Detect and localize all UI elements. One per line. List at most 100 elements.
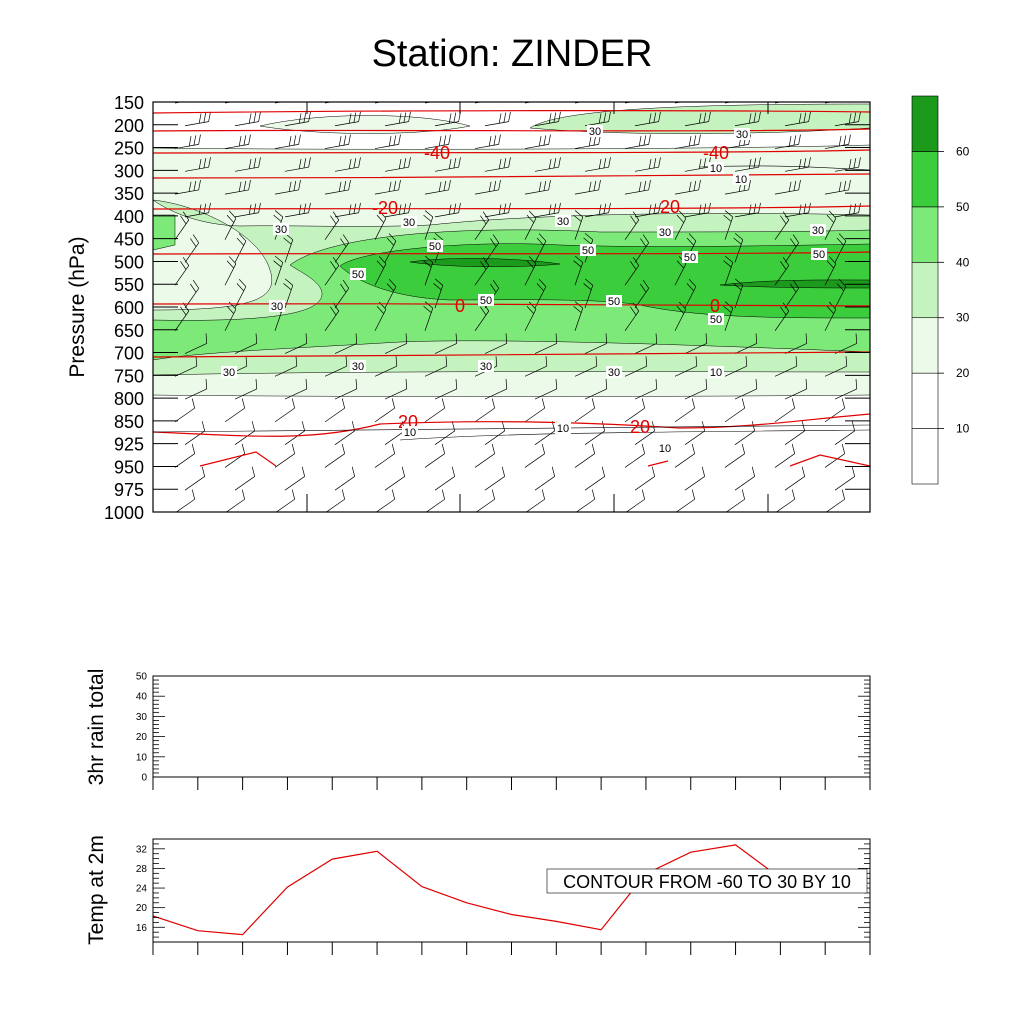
wind-barb xyxy=(234,378,258,400)
wind-barb xyxy=(724,398,745,423)
wind-barb-flag xyxy=(826,306,834,314)
wind-barb-flag xyxy=(909,112,911,122)
wind-speed-colorbar: 10 20 30 40 50 60 xyxy=(911,95,970,485)
wind-contour-label: 10 xyxy=(557,423,569,435)
wind-contour-label-bg xyxy=(587,125,603,137)
wind-barb-flag xyxy=(408,202,411,213)
wind-barbs xyxy=(174,89,911,513)
wind-barb-flag xyxy=(393,135,397,146)
wind-barb-staff xyxy=(334,343,357,354)
wind-barb-staff xyxy=(524,365,547,377)
pressure-tick-label: 250 xyxy=(114,139,144,159)
wind-barb xyxy=(524,210,537,240)
wind-barb-flag xyxy=(358,111,361,122)
wind-barb-flag xyxy=(748,158,752,169)
wind-barb-flag xyxy=(526,214,534,223)
wind-barb xyxy=(724,443,745,468)
wind-barb xyxy=(875,490,895,513)
wind-barb xyxy=(624,102,633,104)
wind-barb-flag xyxy=(549,89,551,99)
wind-barb xyxy=(284,157,311,172)
wind-barb-flag xyxy=(808,202,811,213)
wind-barb xyxy=(224,301,237,331)
wind-barb-staff xyxy=(284,476,305,491)
wind-barb xyxy=(824,102,833,104)
temperature-contour-line xyxy=(199,451,277,467)
wind-barb-staff xyxy=(674,144,699,149)
wind-barb-staff xyxy=(384,388,407,400)
wind-barb-flag xyxy=(698,204,702,215)
wind-barb-flag xyxy=(892,444,894,454)
wind-barb-flag xyxy=(348,204,352,215)
wind-barb-staff xyxy=(284,239,294,263)
wind-barb xyxy=(374,180,401,195)
wind-barb-flag xyxy=(338,181,342,192)
wind-contour-label-group: 30 xyxy=(401,216,417,229)
wind-barb-flag xyxy=(195,356,198,367)
wind-barb-staff xyxy=(624,265,640,286)
wind-barb-flag xyxy=(899,135,901,145)
rain-panel: 0 10 20 30 40 50 3hr rain total xyxy=(85,669,871,790)
wind-barb xyxy=(484,421,505,445)
wind-barb-flag xyxy=(188,136,192,147)
wind-contour-label-bg xyxy=(811,248,827,260)
wind-barb-staff xyxy=(174,219,190,240)
wind-barb-flag xyxy=(608,111,611,122)
wind-barb-flag xyxy=(340,238,347,247)
wind-barb-staff xyxy=(684,286,697,309)
wind-barb xyxy=(484,234,500,263)
y-tick-label: 50 xyxy=(136,672,148,683)
wind-barb-flag xyxy=(892,490,894,500)
wind-barb-flag xyxy=(341,489,345,500)
wind-contour-label-bg xyxy=(221,366,237,378)
wind-barb-flag xyxy=(548,158,552,169)
wind-barb-flag xyxy=(201,466,205,477)
wind-barb-flag xyxy=(239,91,241,101)
wind-barb-flag xyxy=(548,180,551,191)
wind-barb-flag xyxy=(906,333,907,343)
wind-barb-flag xyxy=(248,134,251,145)
wind-barb-staff xyxy=(834,388,857,400)
wind-contour-label-group: 50 xyxy=(811,248,827,261)
wind-barb xyxy=(674,210,687,240)
pressure-tick-label: 800 xyxy=(114,389,144,409)
wind-contour-label-group: 30 xyxy=(734,128,750,141)
wind-barb xyxy=(334,378,358,400)
colorbar-band xyxy=(911,95,939,152)
wind-barb-flag xyxy=(398,158,402,169)
wind-barb-flag xyxy=(836,283,844,292)
wind-barb-staff xyxy=(334,166,359,172)
wind-barb-staff xyxy=(424,365,447,377)
wind-barb-flag xyxy=(843,180,847,191)
wind-barb-flag xyxy=(236,283,244,292)
wind-barb-flag xyxy=(795,356,798,367)
wind-contour-label: 50 xyxy=(480,295,492,307)
wind-barb-flag xyxy=(591,398,595,409)
wind-barb xyxy=(224,210,237,240)
y-tick-label: 40 xyxy=(136,692,148,703)
wind-barb-flag xyxy=(526,260,534,269)
wind-barb-staff xyxy=(434,430,455,445)
wind-barb-flag xyxy=(228,256,237,265)
wind-barb-staff xyxy=(474,219,490,240)
wind-contour-label: 30 xyxy=(659,227,671,239)
wind-barb-staff xyxy=(824,189,849,195)
wind-barb-flag xyxy=(190,283,197,293)
wind-barb xyxy=(885,333,907,353)
temperature-contour-line xyxy=(153,413,870,437)
wind-barb-flag xyxy=(853,203,857,214)
wind-barb-flag xyxy=(894,135,896,145)
wind-barb-flag xyxy=(838,233,847,242)
wind-barb xyxy=(475,489,495,512)
wind-barb-flag xyxy=(651,466,655,477)
wind-barb-staff xyxy=(824,144,849,149)
wind-barb-flag xyxy=(258,111,261,122)
wind-barb-flag xyxy=(180,261,187,270)
wind-barb xyxy=(774,257,790,286)
wind-barb-flag xyxy=(255,378,258,389)
wind-barb-flag xyxy=(191,398,195,409)
wind-barb xyxy=(274,134,301,149)
contour-info-text: CONTOUR FROM -60 TO 30 BY 10 xyxy=(563,872,851,892)
wind-contour-label-group: 30 xyxy=(606,366,622,379)
wind-contour-label-group: 10 xyxy=(708,162,724,175)
